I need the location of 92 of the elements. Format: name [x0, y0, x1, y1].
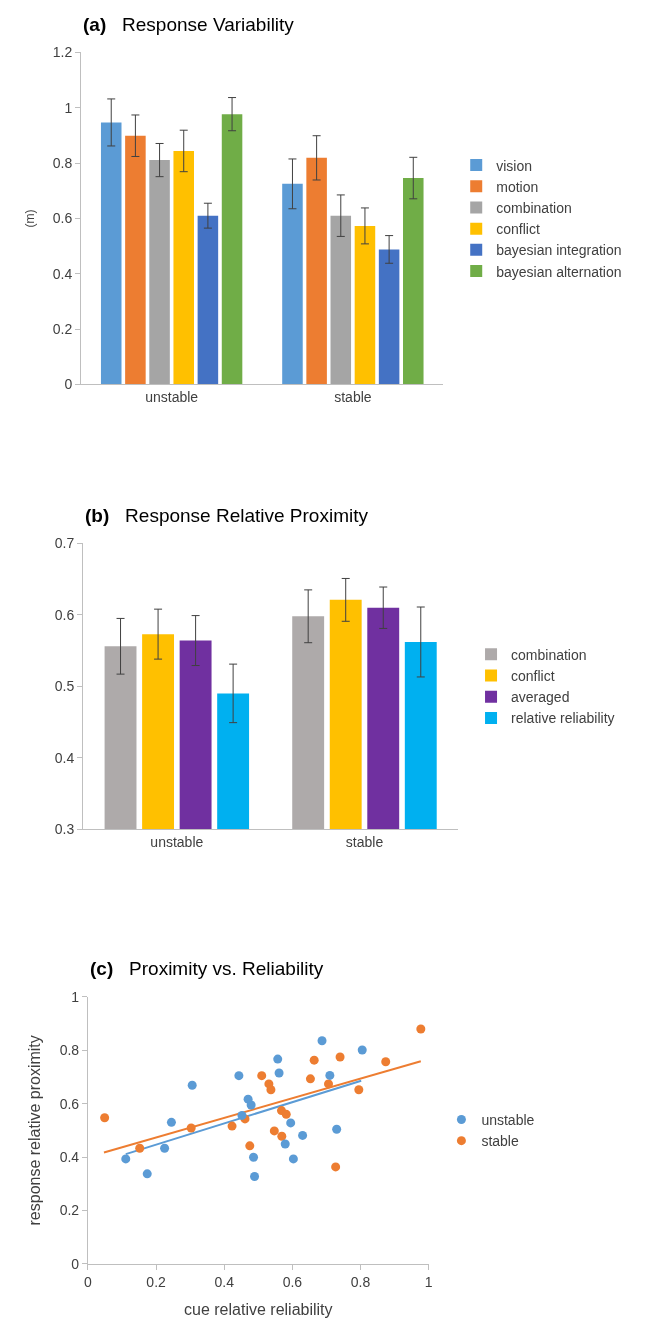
point	[266, 1085, 276, 1095]
point	[234, 1071, 244, 1081]
y-tick-label: 0.6	[59, 1095, 80, 1112]
bar	[378, 249, 400, 385]
y-tick-label: 0.6	[52, 210, 73, 227]
point	[416, 1024, 426, 1034]
y-tick-label: 0.8	[52, 155, 73, 172]
point	[357, 1045, 367, 1055]
bar	[221, 114, 243, 385]
x-tick-label: 0	[84, 1273, 93, 1290]
bar	[354, 225, 376, 385]
legend-label: motion	[496, 178, 539, 195]
legend-label: conflict	[496, 221, 540, 238]
y-tick-label: 0	[71, 1255, 80, 1272]
legend-label: vision	[496, 157, 533, 174]
chart-title: (a) Response Variability	[83, 14, 295, 35]
legend-label: conflict	[511, 668, 555, 685]
y-tick-label: 0.5	[54, 678, 75, 695]
y-tick-label: 0.8	[59, 1042, 80, 1059]
legend-label: combination	[511, 646, 587, 663]
point	[160, 1143, 170, 1153]
y-tick-label: 0.6	[54, 606, 75, 623]
y-tick-label: 0.2	[52, 320, 73, 337]
point	[281, 1109, 291, 1119]
point	[354, 1085, 364, 1095]
y-tick-label: 1.2	[52, 44, 73, 61]
bar	[282, 183, 303, 385]
y-tick-label: 1	[64, 99, 73, 116]
point	[186, 1123, 196, 1133]
point	[317, 1036, 327, 1046]
bar	[100, 122, 122, 385]
y-tick-label: 0.4	[54, 749, 75, 766]
legend-label: bayesian integration	[496, 242, 622, 259]
bar	[306, 157, 327, 385]
y-tick-label: 0.3	[54, 820, 75, 837]
point	[187, 1080, 197, 1090]
bar	[403, 178, 424, 385]
bar	[125, 135, 146, 385]
point	[286, 1118, 296, 1128]
legend-label: combination	[496, 199, 572, 216]
legend-label: unstable	[481, 1111, 535, 1128]
y-tick-label: 0	[64, 376, 73, 393]
point	[269, 1126, 279, 1136]
point	[227, 1121, 237, 1131]
point	[257, 1071, 267, 1081]
point	[121, 1154, 131, 1164]
x-tick-label: 0.8	[350, 1273, 371, 1290]
point	[249, 1152, 259, 1162]
legend-label: averaged	[511, 689, 570, 706]
point	[245, 1141, 255, 1151]
point	[335, 1052, 345, 1062]
point	[250, 1172, 260, 1181]
x-tick-label: 0.4	[214, 1273, 235, 1290]
point	[166, 1117, 176, 1127]
point	[288, 1154, 298, 1164]
point	[298, 1130, 308, 1140]
x-axis-title: cue relative reliability	[184, 1301, 333, 1319]
legend-label: relative reliability	[511, 710, 615, 727]
point	[274, 1068, 284, 1078]
point	[309, 1055, 319, 1065]
point	[325, 1070, 335, 1080]
point	[280, 1139, 290, 1149]
point	[273, 1054, 283, 1064]
y-tick-label: 0.4	[59, 1148, 80, 1165]
chart-title: (c) Proximity vs. Reliability	[90, 958, 324, 979]
legend-label: stable	[481, 1133, 519, 1150]
point	[331, 1162, 341, 1172]
point	[305, 1074, 315, 1084]
y-axis-title: response relative proximity	[25, 1035, 43, 1226]
y-tick-label: 0.4	[52, 265, 73, 282]
point	[100, 1113, 110, 1123]
point	[246, 1100, 256, 1110]
y-tick-label: 0.7	[54, 535, 75, 552]
point	[332, 1124, 342, 1134]
point	[135, 1143, 145, 1153]
x-tick-label: 0.6	[282, 1273, 303, 1290]
point	[324, 1079, 333, 1089]
point	[381, 1057, 391, 1067]
point	[277, 1131, 287, 1141]
bar	[197, 215, 219, 385]
y-axis-title: (m)	[23, 209, 38, 228]
bar	[173, 150, 194, 385]
point	[237, 1110, 247, 1120]
y-tick-label: 0.2	[59, 1202, 80, 1219]
chart-title: (b) Response Relative Proximity	[85, 505, 369, 526]
bar	[330, 215, 352, 385]
bar	[149, 160, 170, 385]
legend-label: bayesian alternation	[496, 263, 622, 280]
x-tick-label: 1	[424, 1273, 433, 1290]
point	[142, 1169, 152, 1179]
x-tick-label: 0.2	[146, 1273, 167, 1290]
y-tick-label: 1	[71, 988, 80, 1005]
